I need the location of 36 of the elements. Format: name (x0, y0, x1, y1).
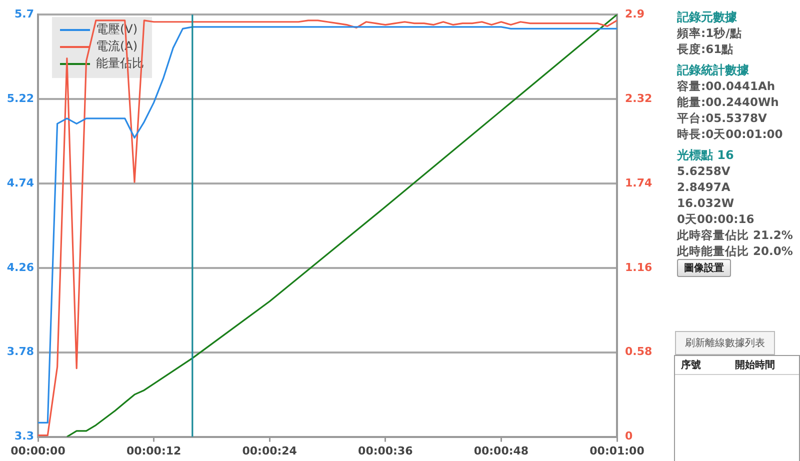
image-settings-button: 圖像設置 (677, 259, 731, 277)
y-tick-label: 3.78 (6, 345, 34, 358)
text: 16.032W (677, 195, 736, 211)
text: 記錄統計數據 (677, 62, 750, 78)
refresh-list-button: 刷新離線數據列表 (675, 331, 775, 355)
text: 0天00:00:16 (677, 211, 756, 227)
y-tick-label: 5.22 (6, 92, 34, 105)
text: 時長:0天00:01:00 (677, 126, 784, 142)
y2-tick-label: 1.74 (625, 176, 652, 190)
text: 長度:61點 (677, 41, 735, 57)
text: 平台:05.5378V (677, 110, 768, 126)
y2-tick-label: 0 (625, 430, 633, 443)
x-tick-label: 00:00:48 (474, 444, 529, 458)
y-tick-label: 4.26 (6, 260, 34, 274)
text: 此時能量佔比 20.0% (677, 243, 794, 259)
x-tick-label: 00:01:00 (590, 444, 645, 458)
y2-tick-label: 2.9 (625, 7, 644, 20)
y2-tick-label: 2.32 (625, 92, 652, 105)
text: 光標點 16 (677, 147, 735, 163)
x-tick-label: 00:00:24 (242, 444, 298, 458)
text: 能量:00.2440Wh (677, 94, 780, 110)
text: 記錄元數據 (677, 9, 738, 25)
y2-tick-label: 0.58 (625, 345, 652, 358)
text: 容量:00.0441Ah (677, 78, 776, 94)
list-table: 序號 開始時間 (674, 355, 800, 461)
text: 5.6258V (677, 163, 732, 179)
x-tick-label: 00:00:36 (358, 444, 414, 458)
text: 此時容量佔比 21.2% (677, 227, 794, 243)
y-tick-label: 3.3 (14, 430, 34, 443)
x-tick-label: 00:00:00 (10, 444, 66, 458)
y-tick-label: 4.74 (6, 176, 34, 190)
x-tick-label: 00:00:12 (126, 444, 182, 458)
y2-tick-label: 1.16 (625, 260, 652, 274)
text: 頻率:1秒/點 (677, 25, 743, 41)
y-tick-label: 5.7 (14, 7, 34, 20)
text: 2.8497A (677, 179, 732, 195)
